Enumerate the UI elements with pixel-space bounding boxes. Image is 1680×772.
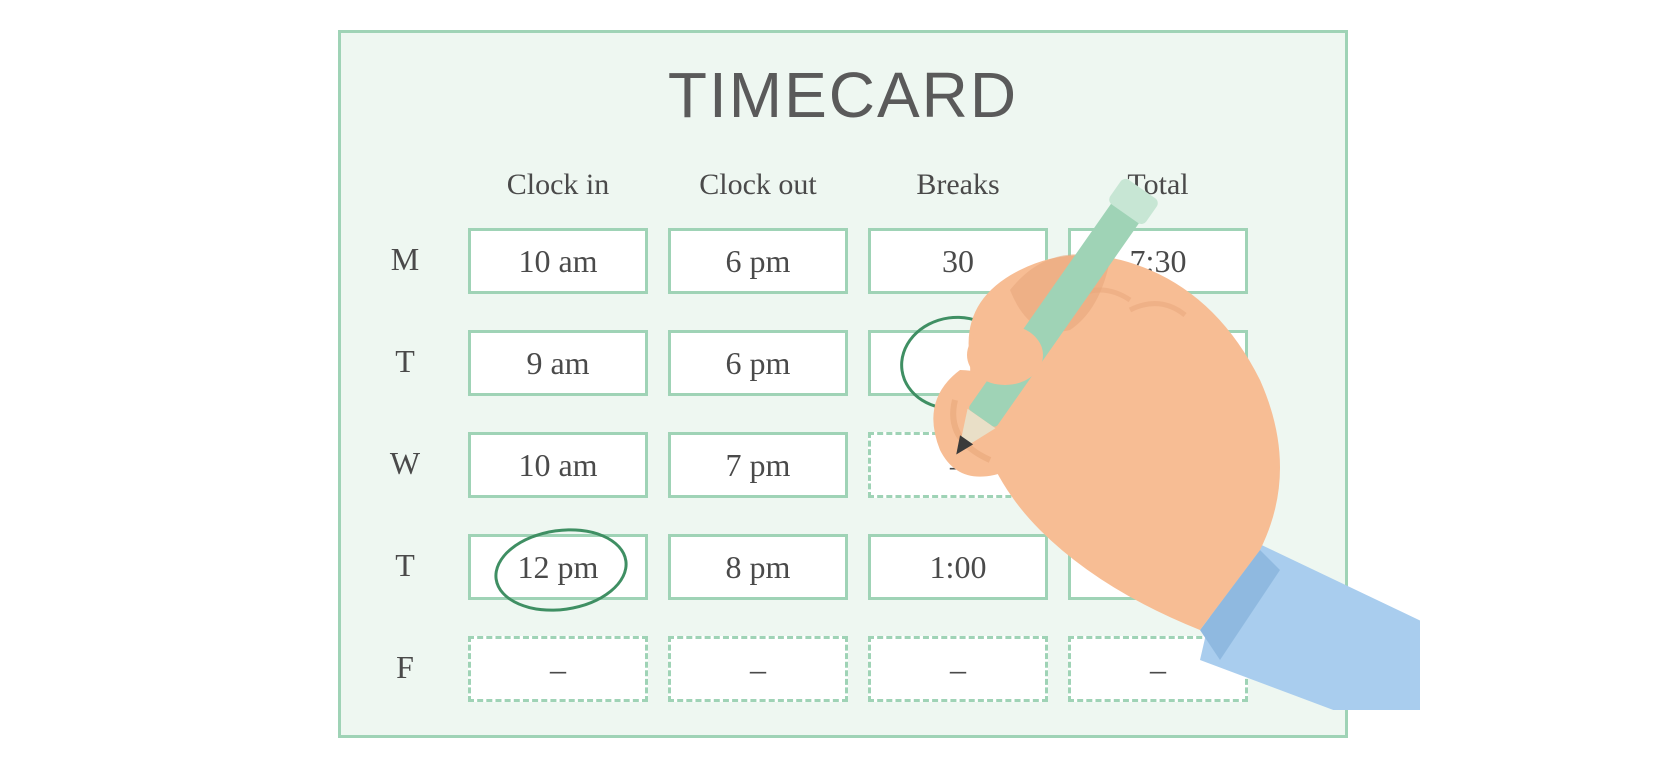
cell-total: – bbox=[1068, 636, 1248, 702]
cell-clock-in: 9 am bbox=[468, 330, 648, 396]
day-label: T bbox=[375, 547, 435, 584]
cell-breaks bbox=[868, 330, 1048, 396]
cell-clock-in: – bbox=[468, 636, 648, 702]
card-title: TIMECARD bbox=[338, 58, 1348, 132]
day-label: M bbox=[375, 241, 435, 278]
day-label: W bbox=[375, 445, 435, 482]
column-header-breaks: Breaks bbox=[868, 168, 1048, 202]
cell-total: 7:30 bbox=[1068, 228, 1248, 294]
cell-clock-out: 6 pm bbox=[668, 228, 848, 294]
cell-clock-in: 10 am bbox=[468, 432, 648, 498]
cell-clock-in: 12 pm bbox=[468, 534, 648, 600]
column-header-clock-out: Clock out bbox=[668, 168, 848, 202]
cell-clock-out: – bbox=[668, 636, 848, 702]
day-label: T bbox=[375, 343, 435, 380]
cell-breaks: 30 bbox=[868, 228, 1048, 294]
cell-clock-out: 7 pm bbox=[668, 432, 848, 498]
column-header-total: Total bbox=[1068, 168, 1248, 202]
column-header-clock-in: Clock in bbox=[468, 168, 648, 202]
day-label: F bbox=[375, 649, 435, 686]
cell-clock-out: 6 pm bbox=[668, 330, 848, 396]
cell-breaks: – bbox=[868, 432, 1048, 498]
cell-breaks: – bbox=[868, 636, 1048, 702]
cell-total bbox=[1068, 330, 1248, 396]
stage: TIMECARD Clock in Clock out Breaks Total… bbox=[0, 0, 1680, 772]
cell-total bbox=[1068, 432, 1248, 498]
cell-clock-out: 8 pm bbox=[668, 534, 848, 600]
cell-breaks: 1:00 bbox=[868, 534, 1048, 600]
cell-total: 7:00 bbox=[1068, 534, 1248, 600]
cell-clock-in: 10 am bbox=[468, 228, 648, 294]
